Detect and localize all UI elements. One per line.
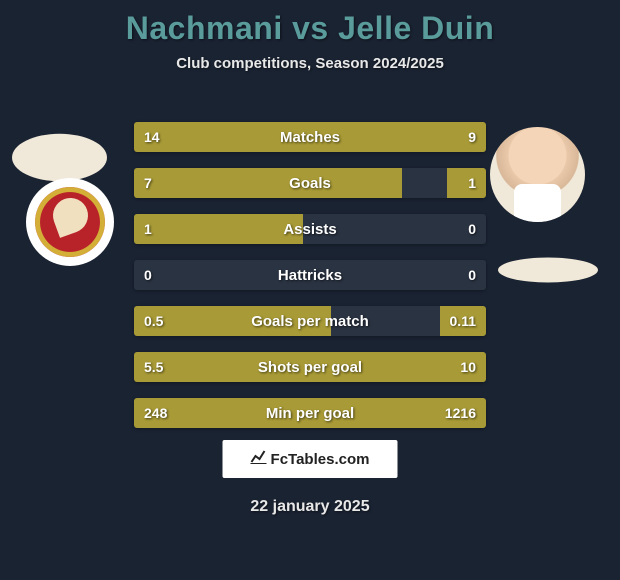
stat-row: 149Matches xyxy=(134,122,486,152)
comparison-card: Nachmani vs Jelle Duin Club competitions… xyxy=(0,0,620,580)
player-left-avatar xyxy=(12,134,107,182)
club-crest-icon xyxy=(35,187,105,257)
watermark-badge: FcTables.com xyxy=(223,440,398,478)
stat-label: Hattricks xyxy=(134,260,486,290)
player-right-avatar xyxy=(490,127,585,222)
stat-label: Goals xyxy=(134,168,486,198)
subtitle: Club competitions, Season 2024/2025 xyxy=(0,55,620,72)
stat-row: 71Goals xyxy=(134,168,486,198)
player-right-club-badge xyxy=(498,258,598,283)
stat-row: 2481216Min per goal xyxy=(134,398,486,428)
player-photo-icon xyxy=(490,127,585,222)
stat-label: Goals per match xyxy=(134,306,486,336)
chart-icon xyxy=(251,450,267,469)
stat-row: 00Hattricks xyxy=(134,260,486,290)
stat-row: 10Assists xyxy=(134,214,486,244)
page-title: Nachmani vs Jelle Duin xyxy=(0,0,620,47)
stat-label: Shots per goal xyxy=(134,352,486,382)
stat-label: Matches xyxy=(134,122,486,152)
stat-row: 5.510Shots per goal xyxy=(134,352,486,382)
stat-label: Assists xyxy=(134,214,486,244)
stat-label: Min per goal xyxy=(134,398,486,428)
stats-panel: 149Matches 71Goals 10Assists 00Hattricks 0.5… xyxy=(134,122,486,444)
player-left-club-badge xyxy=(26,178,114,266)
stat-row: 0.50.11Goals per match xyxy=(134,306,486,336)
date-footer: 22 january 2025 xyxy=(0,498,620,516)
watermark-text: FcTables.com xyxy=(271,451,370,468)
